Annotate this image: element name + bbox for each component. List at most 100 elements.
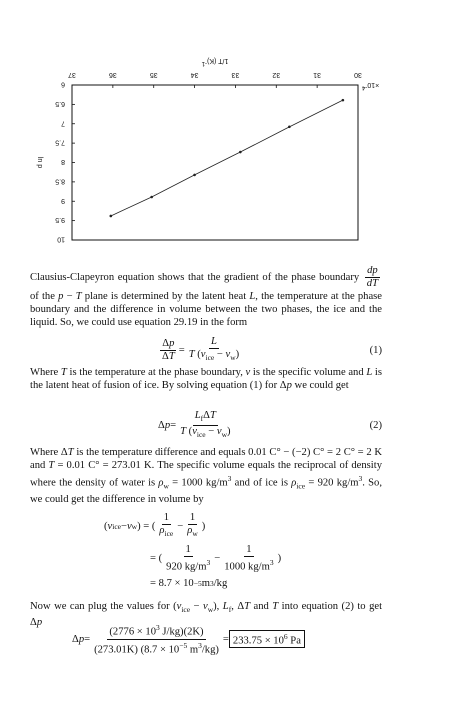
text-run: ( — [104, 520, 108, 532]
x-offset-exponent: -4 — [361, 84, 367, 90]
subscript: w — [230, 353, 236, 363]
math-symbol: v — [216, 426, 222, 438]
plot: 30 31 32 33 34 35 36 376 6.5 7 7.5 8 8.5 9 9.5 10 1/T (K… — [36, 57, 379, 243]
x-tick-label: 36 — [109, 71, 117, 78]
text-run: 1000 kg/m — [224, 561, 270, 573]
text-run: 1 — [189, 512, 196, 523]
chart: 30 31 32 33 34 35 36 376 6.5 7 7.5 8 8.5 9 9.5 10 1/T (K… — [36, 57, 379, 243]
math-symbol: T — [180, 426, 186, 438]
boxed-result: 233.75 × 106 Pa — [228, 629, 305, 649]
equation-number: (1) — [369, 344, 382, 356]
text-run: (2776 × 10 — [109, 626, 156, 638]
numerator: dp — [365, 265, 380, 278]
math-symbol: T — [272, 601, 279, 612]
math-symbol: T — [67, 447, 74, 458]
equation-array: (v ice − v w) = (1 ρice − 1 ρw) = (1 920 kg/m3… — [104, 512, 281, 593]
text-run: is the specific volume and — [250, 367, 367, 378]
math-symbol: L — [194, 410, 201, 421]
data-point — [193, 173, 196, 177]
data-point — [239, 150, 242, 154]
equation-line: = 8.7 × 10 −5 m 3/kg — [150, 578, 281, 589]
text-run: Where — [30, 367, 61, 378]
math-symbol: L — [249, 291, 256, 302]
data-line — [110, 99, 344, 217]
math-symbol: dp — [367, 265, 378, 276]
paragraph: Where T is the temperature at the phase … — [30, 366, 382, 392]
paragraph: Where ΔT is the temperature difference a… — [30, 446, 382, 506]
text-run: Δ — [203, 410, 210, 421]
superscript: 3 — [227, 474, 232, 484]
math-symbol: v — [200, 349, 206, 360]
x-tick-label: 32 — [272, 71, 280, 78]
text-run: Clausius-Clapeyron equation shows that t… — [30, 271, 363, 283]
math-symbol: p — [36, 617, 43, 629]
fraction: dp dT — [365, 265, 380, 290]
math-symbol: v — [245, 367, 251, 378]
y-tick-label: 6 — [61, 81, 65, 88]
x-tick-label: 35 — [150, 71, 158, 78]
math-symbol: p — [169, 337, 175, 349]
fraction: Δp ΔT — [160, 338, 177, 363]
denominator: dT — [365, 278, 380, 290]
text-run: , Δ — [231, 601, 245, 612]
text-run: and of ice is — [231, 477, 292, 489]
text-run: Δ — [162, 350, 169, 362]
math-symbol: L — [210, 336, 217, 347]
math-symbol: v — [192, 426, 197, 438]
y-tick-label: 9 — [61, 197, 65, 204]
text-run: ( — [186, 426, 193, 438]
text-run: m — [201, 577, 210, 589]
text-run: of the — [30, 291, 59, 302]
text-run: Where Δ — [30, 447, 68, 458]
denominator: ρw — [185, 525, 200, 540]
math-symbol: T — [168, 350, 175, 362]
denominator: (273.01K) (8.7 × 10−5 m3/kg) — [92, 640, 221, 657]
data-point — [150, 195, 153, 199]
math-symbol: T — [75, 291, 82, 302]
fraction: 1 1000 kg/m3 — [222, 544, 275, 574]
text-run: − — [214, 553, 221, 565]
math-symbol: v — [126, 520, 132, 532]
numerator: 1 — [244, 544, 254, 558]
denominator: 920 kg/m3 — [164, 557, 212, 574]
denominator: T (vice − vw) — [187, 349, 241, 364]
subscript: ice — [296, 482, 306, 492]
numerator: (2776 × 103 J/kg)(2K) — [107, 622, 206, 640]
text-run: Δ — [158, 420, 165, 432]
x-axis-label-text: 1/T (K) — [207, 57, 228, 64]
denominator: ΔT — [160, 351, 177, 363]
math-symbol: T — [60, 367, 67, 378]
y-tick-label: 7.5 — [55, 139, 65, 146]
text-run: Pa — [287, 635, 301, 647]
text-run: /kg) — [201, 644, 219, 656]
text-run: plane is determined by the latent heat — [81, 291, 250, 302]
subscript: w — [192, 529, 198, 539]
text-run: ( — [194, 349, 201, 360]
x-axis-label-exponent: -1 — [201, 60, 207, 66]
equation-line: (v ice − v w) = (1 ρice − 1 ρw) — [104, 512, 281, 540]
text-run: 920 kg/m — [166, 561, 207, 573]
x-tick-label: 31 — [313, 71, 321, 78]
y-tick-label: 6.5 — [55, 100, 65, 107]
text-run: ) = ( — [137, 520, 156, 532]
subscript: w — [131, 521, 138, 531]
y-tick-label: 9.5 — [55, 216, 65, 223]
text-run: Δ — [162, 337, 170, 349]
text-run: ) — [227, 426, 231, 438]
superscript: 3 — [269, 558, 274, 568]
math-symbol: v — [107, 520, 113, 532]
math-symbol: ρ — [158, 477, 164, 489]
subscript: f — [228, 605, 232, 615]
text-run: = — [84, 633, 91, 645]
subscript: w — [221, 430, 228, 440]
subscript: ice — [164, 529, 174, 539]
text-run: − — [63, 291, 76, 302]
superscript: 6 — [283, 631, 288, 641]
subscript: w — [207, 605, 214, 615]
text-run: is the latent heat of fusion of ice. By … — [30, 367, 382, 392]
text-run: (273.01K) (8.7 × 10 — [94, 644, 180, 656]
subscript: ice — [181, 605, 191, 615]
text-run: − — [120, 520, 127, 532]
